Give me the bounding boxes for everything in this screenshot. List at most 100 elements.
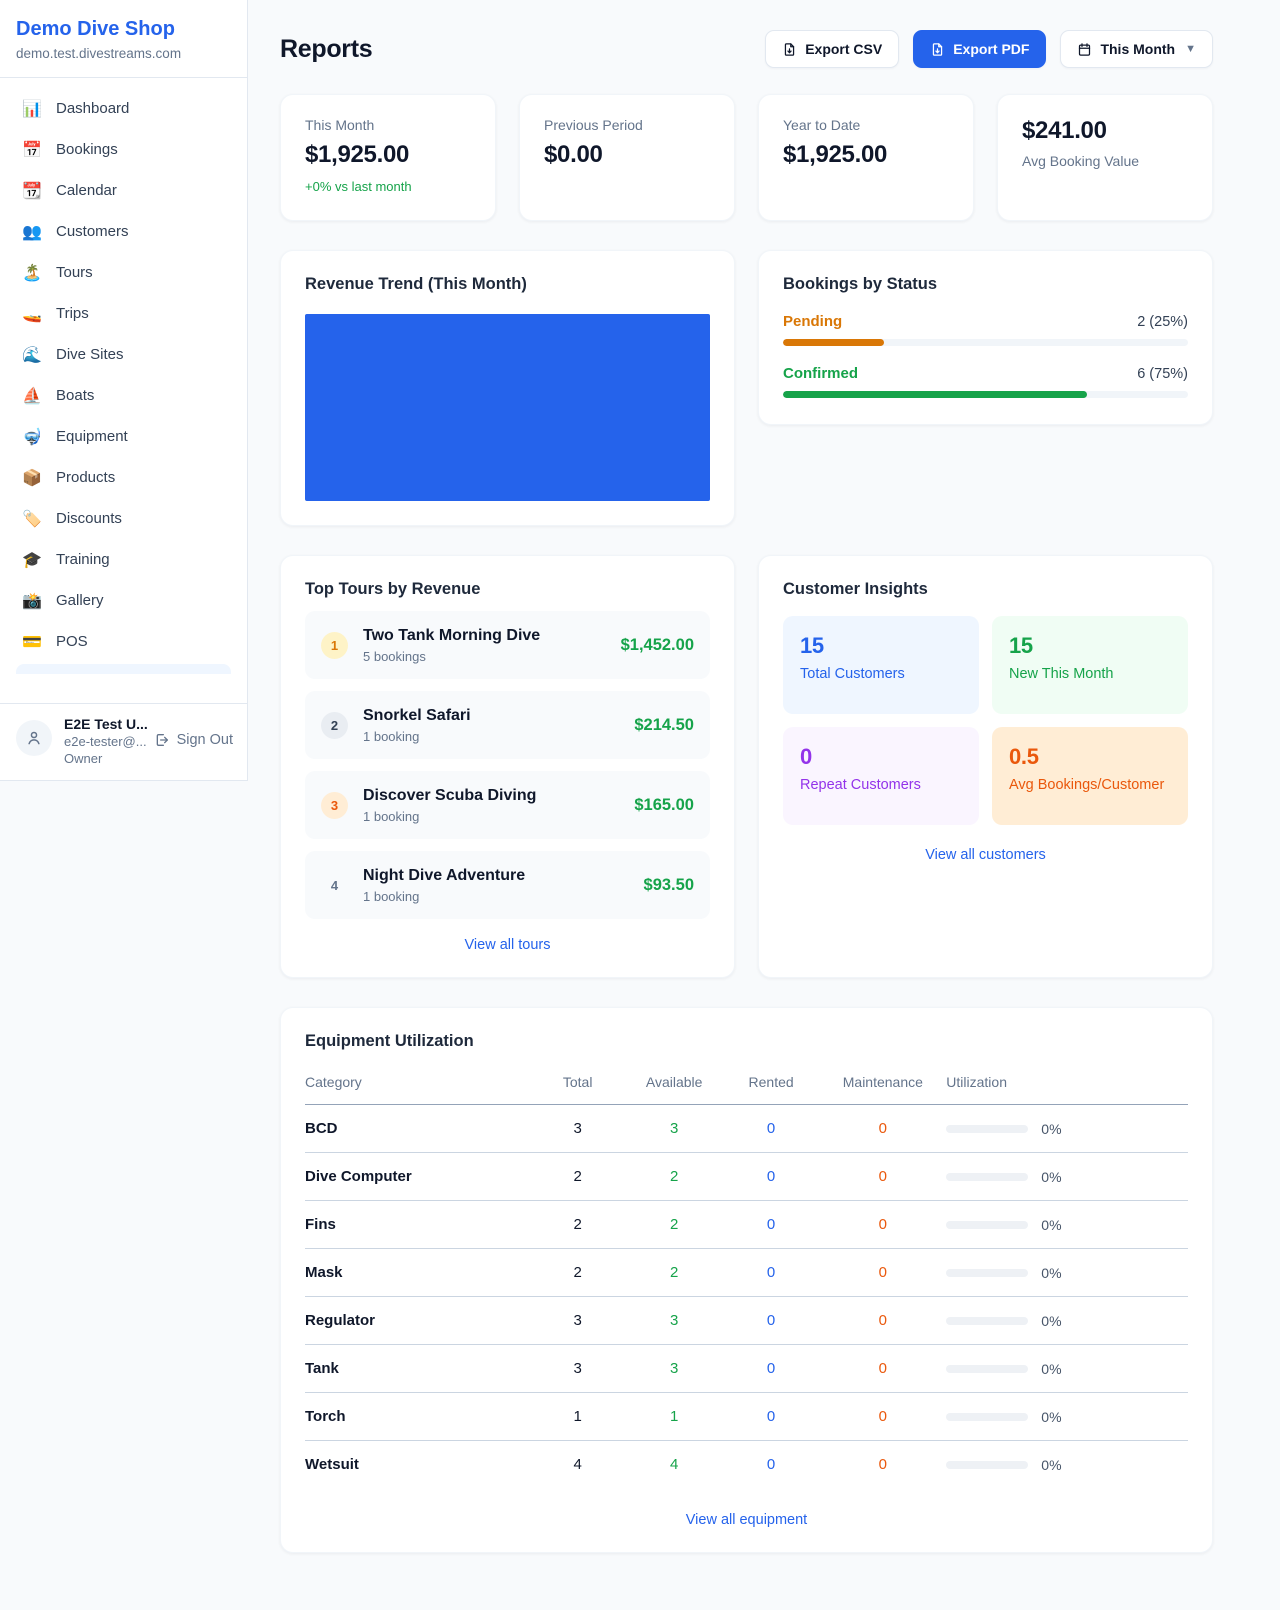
export-pdf-button[interactable]: Export PDF bbox=[913, 30, 1047, 68]
tear-off-calendar-icon: 📆 bbox=[22, 182, 42, 200]
sidebar-item-products[interactable]: 📦 Products bbox=[8, 457, 239, 498]
view-all-equipment-link[interactable]: View all equipment bbox=[685, 1512, 808, 1528]
tour-bookings: 1 booking bbox=[363, 888, 420, 904]
cell-rented: 0 bbox=[722, 1392, 820, 1441]
cell-maintenance: 0 bbox=[878, 1456, 888, 1473]
tile-label: Avg Bookings/Customer bbox=[1009, 777, 1165, 793]
cell-rented: 0 bbox=[722, 1200, 820, 1249]
sidebar-item-label: Gallery bbox=[56, 592, 104, 609]
tour-list-item: 3 Discover Scuba Diving 1 booking $165.0… bbox=[305, 771, 710, 839]
cell-category: Mask bbox=[305, 1248, 530, 1297]
period-dropdown[interactable]: This Month ▼ bbox=[1060, 30, 1213, 68]
sign-out-label: Sign Out bbox=[176, 732, 233, 748]
wave-icon: 🌊 bbox=[22, 346, 42, 364]
cell-maintenance: 0 bbox=[819, 1248, 947, 1297]
sidebar: Demo Dive Shop demo.test.divestreams.com… bbox=[0, 0, 248, 781]
person-icon bbox=[28, 731, 40, 745]
cell-category: Torch bbox=[305, 1392, 530, 1441]
tour-name: Discover Scuba Diving bbox=[363, 786, 537, 804]
tour-revenue: $165.00 bbox=[634, 795, 694, 814]
sidebar-item-pos[interactable]: 💳 POS bbox=[8, 621, 239, 662]
cell-maintenance: 0 bbox=[819, 1392, 947, 1441]
tour-name: Snorkel Safari bbox=[363, 706, 471, 724]
bookings-by-status-title: Bookings by Status bbox=[783, 275, 938, 293]
sidebar-item-label: Dive Sites bbox=[56, 346, 124, 363]
column-header-total: Total bbox=[529, 1061, 626, 1105]
user-role: Owner bbox=[64, 751, 103, 766]
cell-total: 4 bbox=[573, 1456, 582, 1473]
tile-repeat-customers: 0 Repeat Customers bbox=[783, 727, 979, 825]
sidebar-item-customers[interactable]: 👥 Customers bbox=[8, 211, 239, 252]
speedboat-icon: 🚤 bbox=[22, 305, 42, 323]
island-icon: 🏝️ bbox=[22, 264, 42, 282]
utilization-bar bbox=[946, 1220, 1029, 1229]
sidebar-item-equipment[interactable]: 🤿 Equipment bbox=[8, 416, 239, 457]
progress-fill bbox=[783, 339, 885, 346]
utilization-percent: 0% bbox=[1041, 1312, 1062, 1329]
sidebar-item-dashboard[interactable]: 📊 Dashboard bbox=[8, 88, 239, 129]
people-icon: 👥 bbox=[22, 223, 42, 241]
chevron-down-icon: ▼ bbox=[1185, 43, 1196, 55]
stat-change: +0% vs last month bbox=[305, 179, 412, 194]
tour-name: Night Dive Adventure bbox=[363, 866, 526, 884]
utilization-bar bbox=[946, 1412, 1029, 1421]
insights-row: Top Tours by Revenue 1 Two Tank Morning … bbox=[280, 555, 1213, 978]
utilization-percent: 0% bbox=[1041, 1264, 1062, 1281]
stat-label: Previous Period bbox=[544, 117, 643, 133]
rank-badge: 4 bbox=[330, 877, 339, 893]
tour-revenue: $93.50 bbox=[643, 875, 694, 894]
sidebar-item-gallery[interactable]: 📸 Gallery bbox=[8, 580, 239, 621]
column-header-rented: Rented bbox=[722, 1061, 820, 1105]
sidebar-item-label: Tours bbox=[56, 264, 93, 281]
sidebar-item-tours[interactable]: 🏝️ Tours bbox=[8, 252, 239, 293]
stat-value: $241.00 bbox=[1022, 117, 1107, 144]
status-count: 6 (75%) bbox=[1137, 366, 1188, 382]
cell-rented: 0 bbox=[722, 1248, 820, 1297]
sidebar-nav: 📊 Dashboard 📅 Bookings 📆 Calendar 👥 Cust… bbox=[0, 78, 247, 703]
view-all-customers-link[interactable]: View all customers bbox=[925, 847, 1046, 863]
view-all-tours-link[interactable]: View all tours bbox=[464, 937, 551, 953]
sidebar-item-training[interactable]: 🎓 Training bbox=[8, 539, 239, 580]
cell-rented: 0 bbox=[722, 1104, 820, 1153]
tour-list-item: 1 Two Tank Morning Dive 5 bookings $1,45… bbox=[305, 611, 710, 679]
user-name: E2E Test U... bbox=[64, 716, 148, 732]
sidebar-item-boats[interactable]: ⛵ Boats bbox=[8, 375, 239, 416]
cell-available: 3 bbox=[625, 1296, 723, 1345]
sidebar-item-discounts[interactable]: 🏷️ Discounts bbox=[8, 498, 239, 539]
cell-total: 3 bbox=[529, 1296, 626, 1345]
equipment-table: Category Total Available Rented Maintena… bbox=[305, 1061, 1188, 1488]
progress-track bbox=[783, 339, 1188, 346]
utilization-bar bbox=[946, 1460, 1029, 1469]
cell-category: Tank bbox=[305, 1344, 530, 1393]
sidebar-item-dive-sites[interactable]: 🌊 Dive Sites bbox=[8, 334, 239, 375]
stat-card-previous-period: Previous Period $0.00 bbox=[519, 94, 735, 221]
cell-maintenance: 0 bbox=[819, 1296, 947, 1345]
calendar-date-icon: 📅 bbox=[22, 141, 42, 159]
tile-total-customers: 15 Total Customers bbox=[783, 616, 979, 714]
progress-fill bbox=[783, 391, 1087, 398]
cell-total: 1 bbox=[529, 1392, 626, 1441]
sidebar-item-reports-partial[interactable] bbox=[16, 664, 231, 674]
utilization-cell: 0% bbox=[946, 1169, 1188, 1185]
sidebar-item-trips[interactable]: 🚤 Trips bbox=[8, 293, 239, 334]
status-count: 2 (25%) bbox=[1137, 314, 1188, 330]
sidebar-item-label: POS bbox=[56, 633, 88, 650]
sidebar-item-label: Boats bbox=[56, 387, 95, 404]
tile-label: Total Customers bbox=[800, 666, 905, 682]
shop-name: Demo Dive Shop bbox=[16, 18, 175, 40]
sidebar-item-bookings[interactable]: 📅 Bookings bbox=[8, 129, 239, 170]
tile-value: 0 bbox=[800, 744, 812, 769]
sidebar-item-calendar[interactable]: 📆 Calendar bbox=[8, 170, 239, 211]
cell-maintenance: 0 bbox=[819, 1200, 947, 1249]
cell-available: 1 bbox=[625, 1392, 723, 1441]
stat-value: $1,925.00 bbox=[783, 141, 888, 168]
sign-out-button[interactable]: Sign Out bbox=[154, 732, 233, 748]
cell-maintenance: 0 bbox=[819, 1152, 947, 1201]
stat-card-this-month: This Month $1,925.00 +0% vs last month bbox=[280, 94, 496, 221]
rank-badge: 2 bbox=[321, 711, 348, 739]
tile-avg-bookings-customer: 0.5 Avg Bookings/Customer bbox=[992, 727, 1188, 825]
utilization-percent: 0% bbox=[1041, 1120, 1062, 1137]
export-csv-button[interactable]: Export CSV bbox=[765, 30, 900, 68]
insight-tiles: 15 Total Customers 15 New This Month 0 R… bbox=[783, 616, 1188, 825]
stat-label: This Month bbox=[305, 117, 375, 133]
